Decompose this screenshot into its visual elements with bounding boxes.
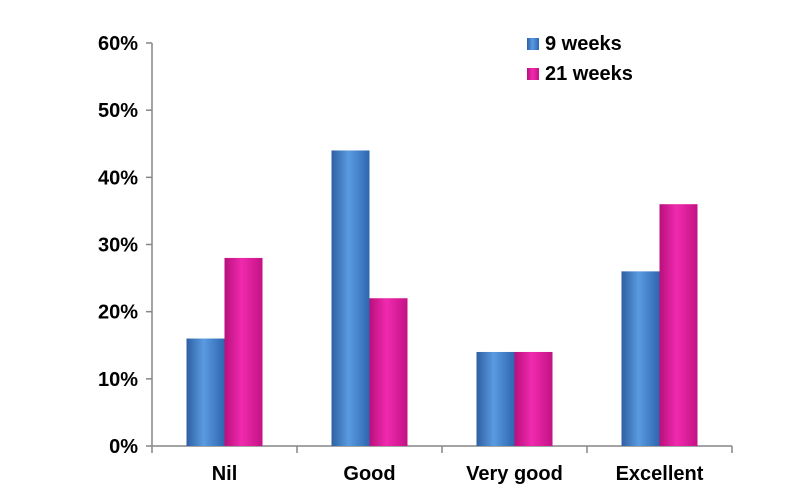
y-tick-label: 40% [98,167,138,189]
x-tick-label: Nil [212,463,238,485]
bar-series-1 [621,271,660,446]
x-tick-label: Very good [466,463,563,485]
bar-series-2 [659,204,698,446]
x-tick-label: Good [343,463,395,485]
y-tick-label: 50% [98,100,138,122]
bar-series-1 [331,150,370,446]
bar-series-2 [224,257,263,446]
y-axis: 0% 10% 20% 30% 40% 50% 60% [98,33,153,458]
legend-swatch [527,38,539,50]
y-tick-label: 60% [98,33,138,55]
bar-series-1 [476,351,515,446]
legend-label: 9 weeks [545,33,622,55]
legend: 9 weeks 21 weeks [527,33,633,85]
y-tick-label: 30% [98,235,138,257]
legend-label: 21 weeks [545,63,633,85]
y-tick-label: 10% [98,369,138,391]
bar-series-2 [514,351,553,446]
y-tick-label: 0% [109,436,138,458]
bar-series-1 [186,338,225,446]
x-tick-label: Excellent [616,463,704,485]
y-tick-label: 20% [98,302,138,324]
bars [186,150,698,446]
bar-series-2 [369,298,408,446]
x-axis: Nil Good Very good Excellent [151,445,733,485]
legend-swatch [527,68,539,80]
